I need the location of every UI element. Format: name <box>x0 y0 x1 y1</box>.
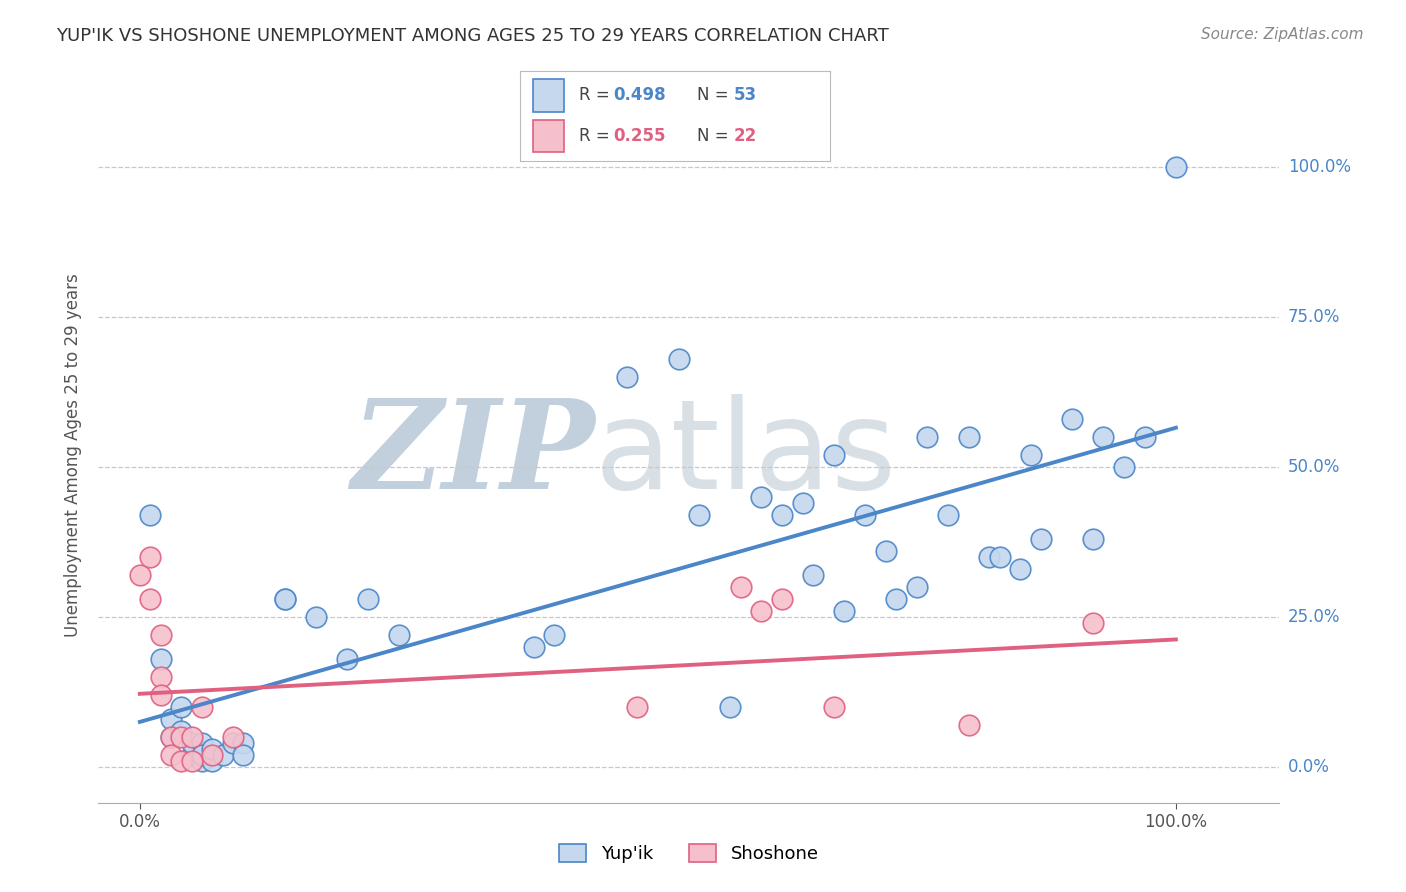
Point <box>191 736 214 750</box>
Point <box>730 580 752 594</box>
Text: YUP'IK VS SHOSHONE UNEMPLOYMENT AMONG AGES 25 TO 29 YEARS CORRELATION CHART: YUP'IK VS SHOSHONE UNEMPLOYMENT AMONG AG… <box>56 27 889 45</box>
Point <box>274 591 297 606</box>
Point <box>232 736 254 750</box>
Point <box>1092 430 1115 444</box>
Point <box>915 430 938 444</box>
Point <box>1081 532 1104 546</box>
Point <box>616 370 638 384</box>
Point <box>1010 562 1032 576</box>
Text: N =: N = <box>696 87 734 104</box>
Point <box>201 754 224 768</box>
Point <box>170 754 193 768</box>
Point <box>170 723 193 738</box>
Point <box>139 549 162 564</box>
Point <box>936 508 959 522</box>
Point <box>222 736 245 750</box>
Point <box>543 628 565 642</box>
Point <box>232 747 254 762</box>
Point <box>1062 412 1084 426</box>
Point <box>149 688 172 702</box>
Point <box>751 604 773 618</box>
Point <box>834 604 856 618</box>
Point <box>222 730 245 744</box>
Point <box>180 736 202 750</box>
Text: 22: 22 <box>734 127 756 145</box>
Point <box>180 730 202 744</box>
Point <box>770 508 793 522</box>
Point <box>905 580 928 594</box>
Point <box>305 610 328 624</box>
Point <box>191 747 214 762</box>
Text: 53: 53 <box>734 87 756 104</box>
Text: Source: ZipAtlas.com: Source: ZipAtlas.com <box>1201 27 1364 42</box>
Point <box>160 712 183 726</box>
Point <box>801 567 824 582</box>
Point <box>180 747 202 762</box>
Point <box>139 591 162 606</box>
Point <box>988 549 1011 564</box>
Text: 0.498: 0.498 <box>613 87 665 104</box>
Point <box>668 351 690 366</box>
Point <box>201 747 224 762</box>
Text: N =: N = <box>696 127 734 145</box>
Point <box>770 591 793 606</box>
Point <box>626 699 648 714</box>
Point <box>357 591 380 606</box>
Point <box>1019 448 1042 462</box>
Point <box>336 652 359 666</box>
Text: 0.255: 0.255 <box>613 127 665 145</box>
Legend: Yup'ik, Shoshone: Yup'ik, Shoshone <box>553 837 825 871</box>
Y-axis label: Unemployment Among Ages 25 to 29 years: Unemployment Among Ages 25 to 29 years <box>65 273 83 637</box>
Bar <box>533 79 564 112</box>
Point <box>853 508 876 522</box>
Point <box>957 718 980 732</box>
Point <box>201 741 224 756</box>
Point <box>139 508 162 522</box>
Point <box>211 747 233 762</box>
Point <box>823 448 845 462</box>
Text: atlas: atlas <box>595 394 897 516</box>
Point <box>1112 459 1135 474</box>
Point <box>128 567 150 582</box>
Point <box>1031 532 1053 546</box>
Point <box>149 652 172 666</box>
Point <box>170 699 193 714</box>
Text: R =: R = <box>579 87 614 104</box>
Point <box>160 730 183 744</box>
Point <box>1164 160 1187 174</box>
Point <box>522 640 544 654</box>
Point <box>751 490 773 504</box>
Point <box>149 670 172 684</box>
Point <box>149 628 172 642</box>
Point <box>388 628 411 642</box>
Point <box>180 754 202 768</box>
Text: 100.0%: 100.0% <box>1288 158 1351 176</box>
Point <box>823 699 845 714</box>
Bar <box>533 120 564 152</box>
Point <box>160 747 183 762</box>
Text: 0.0%: 0.0% <box>1288 758 1330 776</box>
Text: R =: R = <box>579 127 614 145</box>
Text: 25.0%: 25.0% <box>1288 607 1340 626</box>
Point <box>274 591 297 606</box>
Point <box>718 699 741 714</box>
Point <box>191 754 214 768</box>
Point <box>688 508 710 522</box>
Point <box>160 730 183 744</box>
Point <box>792 496 814 510</box>
Point <box>884 591 907 606</box>
Point <box>170 730 193 744</box>
Text: 75.0%: 75.0% <box>1288 308 1340 326</box>
Point <box>979 549 1001 564</box>
Point <box>875 544 897 558</box>
Point <box>1081 615 1104 630</box>
Point <box>191 699 214 714</box>
Point <box>957 430 980 444</box>
Text: ZIP: ZIP <box>350 394 595 516</box>
Text: 50.0%: 50.0% <box>1288 458 1340 476</box>
Point <box>1133 430 1156 444</box>
